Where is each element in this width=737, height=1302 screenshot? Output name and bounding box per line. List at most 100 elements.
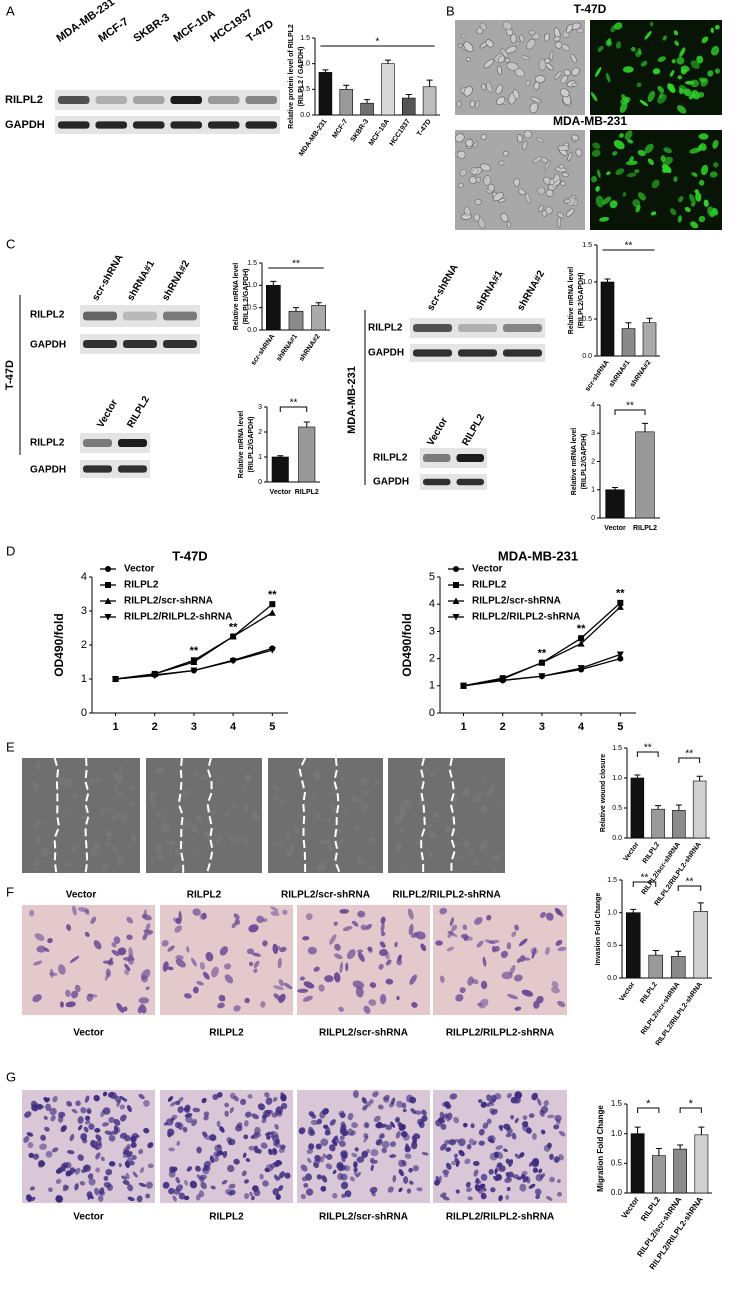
cell <box>361 1097 367 1104</box>
cell <box>334 943 341 951</box>
cell <box>551 986 560 994</box>
blot-band <box>58 121 90 129</box>
cell <box>474 198 482 206</box>
marker <box>105 582 111 588</box>
cell <box>465 1181 471 1188</box>
cell <box>117 947 127 956</box>
marker <box>104 597 112 604</box>
cell <box>229 1092 236 1100</box>
cell <box>280 798 286 806</box>
cell <box>90 916 97 925</box>
legend-label: RILPL2 <box>124 580 159 591</box>
cell <box>77 1116 84 1124</box>
y-axis-label: (RILPL2/GAPDH) <box>581 434 588 490</box>
blot-band <box>95 121 127 129</box>
cell <box>501 971 513 980</box>
cell-line-label: MDA-MB-231 <box>346 366 358 434</box>
cell <box>302 936 310 941</box>
y-axis-label: OD490/fold <box>400 613 414 676</box>
cell <box>489 1152 498 1161</box>
cell <box>673 30 679 36</box>
cell <box>83 1165 90 1171</box>
cell <box>100 861 109 873</box>
cell <box>495 1145 503 1150</box>
cell <box>174 925 183 933</box>
y-tick-label: 0.0 <box>300 112 310 119</box>
y-tick-label: 0.5 <box>247 305 257 312</box>
cell <box>309 1130 315 1136</box>
cell <box>472 859 480 866</box>
cell <box>522 1176 529 1183</box>
cell <box>293 825 300 835</box>
cell <box>650 21 654 27</box>
cell <box>676 56 685 65</box>
cell <box>545 946 550 955</box>
cell <box>248 961 254 967</box>
cell <box>24 1111 32 1118</box>
image-caption: Vector <box>66 890 97 901</box>
x-tick-label: 1 <box>112 721 118 733</box>
cell <box>703 199 709 207</box>
bar <box>651 808 665 839</box>
blot-band <box>83 340 117 348</box>
bar <box>381 63 395 116</box>
cell <box>66 924 72 931</box>
cell <box>192 771 198 778</box>
cell <box>551 981 559 988</box>
y-tick-label: 2 <box>258 429 262 436</box>
chart-title: MDA-MB-231 <box>498 548 578 563</box>
significance-bracket <box>279 406 308 412</box>
cell <box>145 1193 151 1199</box>
cell <box>184 1179 188 1186</box>
cell <box>168 1187 175 1195</box>
cell <box>556 1191 563 1197</box>
cell <box>498 1165 506 1172</box>
cell <box>506 1127 513 1134</box>
cell <box>525 79 531 87</box>
cell <box>262 940 268 947</box>
cell <box>411 1141 418 1150</box>
blot-strip <box>410 318 545 338</box>
cell <box>131 1154 137 1160</box>
cell <box>597 45 604 52</box>
cell <box>32 960 43 966</box>
bar <box>311 305 326 331</box>
cell <box>126 1105 132 1112</box>
cell <box>575 148 583 157</box>
cell <box>69 844 79 853</box>
cell <box>167 1128 175 1136</box>
cell <box>360 924 368 931</box>
cell <box>563 68 571 77</box>
cell <box>160 823 171 832</box>
cell <box>124 963 131 972</box>
cell <box>36 945 46 953</box>
cell <box>532 33 541 40</box>
cell <box>505 1133 512 1138</box>
cell <box>540 1105 549 1114</box>
cell <box>557 946 567 952</box>
significance-label: * <box>376 37 380 48</box>
cell <box>421 1109 427 1116</box>
cell <box>183 847 187 852</box>
bar <box>621 328 636 357</box>
cell <box>479 163 492 172</box>
cell <box>313 966 320 972</box>
blot-band <box>413 324 452 332</box>
cell <box>507 221 512 228</box>
cell <box>216 1120 221 1127</box>
cell <box>285 831 292 842</box>
cell <box>231 922 238 929</box>
error-bar <box>293 307 299 312</box>
cell <box>478 217 486 229</box>
cell <box>400 1131 408 1138</box>
cell <box>196 1146 202 1154</box>
cell <box>673 176 678 182</box>
cell <box>463 41 474 53</box>
x-tick-label: HCC1937 <box>389 118 412 147</box>
cell <box>104 1130 113 1136</box>
cell <box>126 1157 134 1162</box>
cell <box>311 1113 317 1119</box>
cell <box>99 804 105 817</box>
legend-label: Vector <box>472 564 503 575</box>
